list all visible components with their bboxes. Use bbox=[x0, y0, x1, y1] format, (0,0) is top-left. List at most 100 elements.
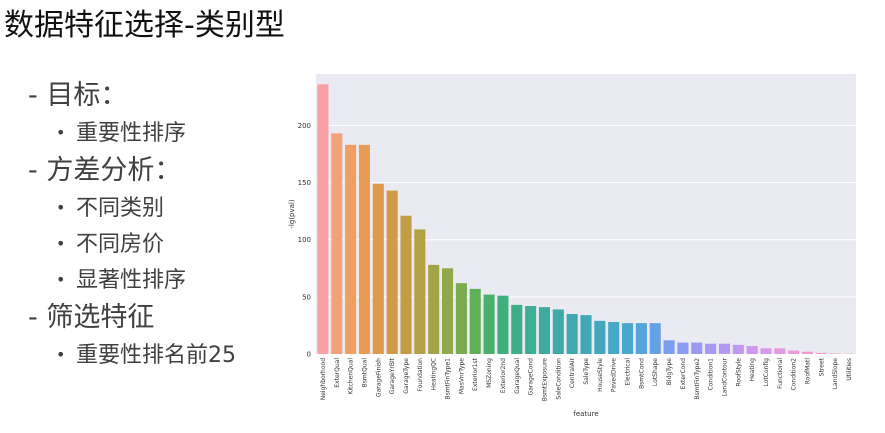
x-tick-label: BsmtFinType1 bbox=[445, 358, 452, 400]
bar-housestyle bbox=[594, 320, 606, 354]
slide-title: 数据特征选择-类别型 bbox=[4, 8, 285, 43]
bullet-goal: - 目标： bbox=[28, 76, 298, 115]
bar-condition2 bbox=[788, 350, 800, 354]
bullet-anova: - 方差分析： bbox=[28, 151, 298, 190]
bullet-text: 不同房价 bbox=[76, 232, 165, 257]
bullet-text: 重要性排序 bbox=[76, 121, 187, 146]
x-tick-label: Condition1 bbox=[708, 358, 715, 391]
x-tick-label: GarageType bbox=[403, 358, 410, 394]
y-tick-label: 50 bbox=[302, 293, 311, 301]
bar-extercond bbox=[677, 342, 689, 354]
bullet-text: 不同类别 bbox=[76, 196, 165, 221]
x-tick-label: Utilities bbox=[846, 358, 853, 381]
x-tick-label: CentralAir bbox=[569, 357, 576, 388]
bar-saletype bbox=[580, 315, 592, 354]
chart-svg: 0 50 100 150 200 Neighborhood ExterQual Kitche… bbox=[288, 74, 856, 418]
bar-salecondition bbox=[552, 309, 564, 354]
bar-exterior2nd bbox=[497, 295, 509, 354]
x-tick-label: GarageFinish bbox=[375, 358, 382, 397]
x-tick-label: GarageYrBlt bbox=[389, 357, 396, 394]
x-tick-label: BsmtExposure bbox=[541, 358, 548, 402]
bullet-dot: • bbox=[56, 198, 66, 217]
x-tick-label: SaleCondition bbox=[555, 358, 562, 400]
bullet-significance-ranking: • 显著性排序 bbox=[28, 262, 298, 298]
bar-garagetype bbox=[400, 215, 412, 354]
x-tick-label: BsmtFinType2 bbox=[694, 358, 701, 400]
bar-heating bbox=[746, 346, 758, 354]
x-tick-label: BsmtCond bbox=[638, 358, 645, 389]
bullet-list: - 目标： • 重要性排序 - 方差分析： • 不同类别 • 不同房价 • 显著性排序 - 筛选特征… bbox=[28, 76, 298, 373]
bullet-top25: • 重要性排名前25 bbox=[28, 337, 298, 373]
x-tick-label: HeatingQC bbox=[431, 358, 438, 390]
bar-condition1 bbox=[705, 343, 717, 354]
x-tick-label: SaleType bbox=[583, 358, 590, 385]
bullet-filter-features: - 筛选特征 bbox=[28, 298, 298, 337]
bar-bsmtqual bbox=[358, 144, 370, 354]
bar-garageyrblt bbox=[386, 190, 398, 354]
bar-garagefinish bbox=[372, 183, 384, 354]
x-tick-label: Electrical bbox=[625, 358, 632, 386]
bar-exterior1st bbox=[469, 288, 481, 354]
bullet-dot: • bbox=[56, 345, 66, 364]
bar-electrical bbox=[622, 323, 634, 354]
bars-group bbox=[317, 84, 855, 355]
bar-lotshape bbox=[649, 323, 661, 354]
x-tick-label: Functional bbox=[777, 358, 784, 389]
bullet-text: - 筛选特征 bbox=[28, 302, 155, 333]
x-tick-label: BsmtQual bbox=[361, 358, 368, 388]
bullet-importance-ranking: • 重要性排序 bbox=[28, 115, 298, 151]
bullet-dot: • bbox=[56, 123, 66, 142]
bar-roofmatl bbox=[802, 351, 814, 354]
bar-neighborhood bbox=[317, 84, 329, 355]
bullet-text: - 目标： bbox=[28, 80, 128, 111]
x-tick-label: GarageQual bbox=[514, 358, 521, 394]
bar-landslope bbox=[829, 353, 841, 354]
bar-paveddrive bbox=[608, 322, 620, 354]
x-tick-label: LotShape bbox=[652, 358, 659, 386]
x-tick-label: GarageCond bbox=[528, 358, 535, 396]
bar-centralair bbox=[566, 314, 578, 354]
x-tick-label: LandContour bbox=[721, 357, 728, 396]
x-tick-label: KitchenQual bbox=[348, 358, 355, 395]
bar-roofstyle bbox=[732, 344, 744, 354]
feature-significance-chart: 0 50 100 150 200 Neighborhood ExterQual Kitche… bbox=[284, 68, 864, 424]
x-tick-label: Foundation bbox=[417, 358, 424, 392]
bullet-different-categories: • 不同类别 bbox=[28, 190, 298, 226]
bar-functional bbox=[774, 348, 786, 354]
x-tick-label: MSZoning bbox=[486, 358, 493, 388]
bar-foundation bbox=[414, 229, 426, 354]
bar-lotconfig bbox=[760, 348, 772, 354]
bullet-different-prices: • 不同房价 bbox=[28, 226, 298, 262]
bar-mszoning bbox=[483, 294, 495, 354]
y-tick-label: 150 bbox=[298, 179, 311, 187]
bar-kitchenqual bbox=[345, 144, 357, 354]
x-tick-label: RoofStyle bbox=[735, 358, 742, 387]
x-tick-label: RoofMatl bbox=[805, 358, 812, 385]
bar-bsmtexposure bbox=[538, 307, 550, 354]
y-ticks: 0 50 100 150 200 bbox=[298, 122, 311, 359]
bullet-text: - 方差分析： bbox=[28, 155, 182, 186]
y-axis-label: -lg(pval) bbox=[288, 199, 296, 228]
bullet-dot: • bbox=[56, 270, 66, 289]
x-tick-label: ExterQual bbox=[334, 358, 341, 388]
x-tick-label: Neighborhood bbox=[320, 358, 327, 400]
x-tick-label: ExterCond bbox=[680, 358, 687, 390]
bar-garagequal bbox=[511, 304, 523, 354]
x-tick-label: HouseStyle bbox=[597, 358, 604, 392]
y-tick-label: 0 bbox=[307, 351, 311, 359]
bar-landcontour bbox=[718, 343, 730, 354]
x-tick-label: Heating bbox=[749, 358, 756, 382]
x-tick-label: Exterior1st bbox=[472, 357, 479, 391]
x-tick-label: Exterior2nd bbox=[500, 358, 507, 393]
bar-masvnrtype bbox=[455, 283, 467, 354]
bullet-text: 显著性排序 bbox=[76, 268, 187, 293]
bar-garagecond bbox=[525, 306, 537, 354]
y-tick-label: 100 bbox=[298, 236, 311, 244]
bar-bsmtfintype2 bbox=[691, 342, 703, 354]
x-tick-label: Condition2 bbox=[791, 358, 798, 391]
x-tick-label: PavedDrive bbox=[611, 358, 618, 392]
y-tick-label: 200 bbox=[298, 122, 311, 130]
bar-bsmtcond bbox=[635, 323, 647, 354]
bar-exterqual bbox=[331, 133, 343, 354]
x-ticks: Neighborhood ExterQual KitchenQual BsmtQual… bbox=[320, 357, 853, 401]
